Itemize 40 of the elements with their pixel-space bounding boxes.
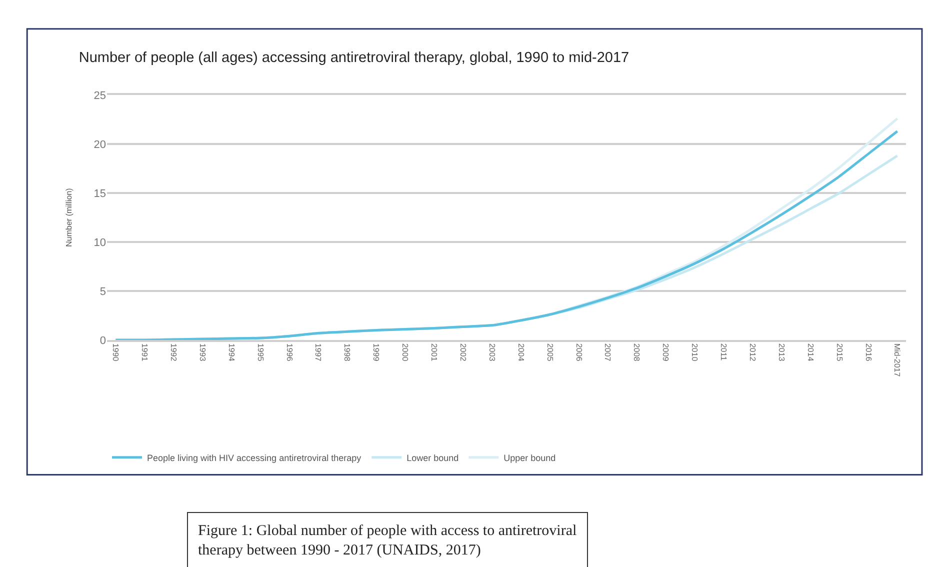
x-tick-label: 2013 bbox=[776, 343, 786, 362]
x-tick-label: 1992 bbox=[168, 343, 178, 362]
x-tick-label: 1995 bbox=[256, 343, 265, 362]
y-tick-label: 10 bbox=[94, 236, 106, 249]
x-tick-label: 1993 bbox=[198, 343, 207, 362]
legend-label: People living with HIV accessing antiretroviral therapy bbox=[147, 452, 362, 463]
legend-label: Upper bound bbox=[504, 452, 556, 463]
x-tick-label: 2012 bbox=[748, 343, 757, 362]
legend-label: Lower bound bbox=[406, 452, 459, 463]
y-tick-label: 25 bbox=[94, 90, 106, 102]
x-tick-label: 2015 bbox=[834, 343, 844, 362]
x-tick-label: 2008 bbox=[632, 343, 642, 362]
x-tick-label: 1998 bbox=[342, 343, 352, 362]
x-tick-label: 2014 bbox=[806, 343, 815, 362]
x-tick-label: 2011 bbox=[719, 343, 728, 362]
x-tick-label: 2010 bbox=[690, 343, 700, 362]
x-tick-label: 1997 bbox=[314, 343, 323, 362]
y-axis-title: Number (million) bbox=[64, 188, 74, 247]
x-tick-label: 2007 bbox=[603, 343, 612, 362]
caption: Figure 1: Global number of people with access to antiretroviral therapy between 1990 - 2017 (UNAIDS, 2017) bbox=[198, 523, 577, 558]
x-tick-label: Mid-2017 bbox=[892, 343, 902, 378]
y-tick-label: 5 bbox=[100, 286, 106, 298]
x-tick-label: 2004 bbox=[516, 343, 526, 362]
x-tick-label: 2006 bbox=[574, 343, 584, 362]
x-tick-label: 2005 bbox=[545, 343, 554, 362]
x-tick-label: 1990 bbox=[111, 343, 120, 362]
x-tick-label: 2002 bbox=[458, 343, 468, 362]
x-tick-label: 1999 bbox=[372, 343, 381, 362]
y-tick-label: 15 bbox=[94, 188, 106, 200]
x-tick-label: 2009 bbox=[661, 343, 670, 362]
x-tick-label: 1994 bbox=[226, 343, 236, 362]
x-tick-label: 2003 bbox=[487, 343, 496, 362]
y-tick-label: 0 bbox=[100, 334, 106, 347]
chart-title: Number of people (all ages) accessing antiretroviral therapy, global, 1990 to mid-2017 bbox=[78, 50, 630, 66]
x-tick-label: 1991 bbox=[140, 343, 150, 362]
x-tick-label: 2001 bbox=[430, 343, 439, 362]
x-tick-label: 2016 bbox=[864, 343, 873, 362]
y-tick-label: 20 bbox=[94, 138, 106, 151]
x-tick-label: 1996 bbox=[284, 343, 294, 362]
x-tick-label: 2000 bbox=[400, 343, 410, 362]
